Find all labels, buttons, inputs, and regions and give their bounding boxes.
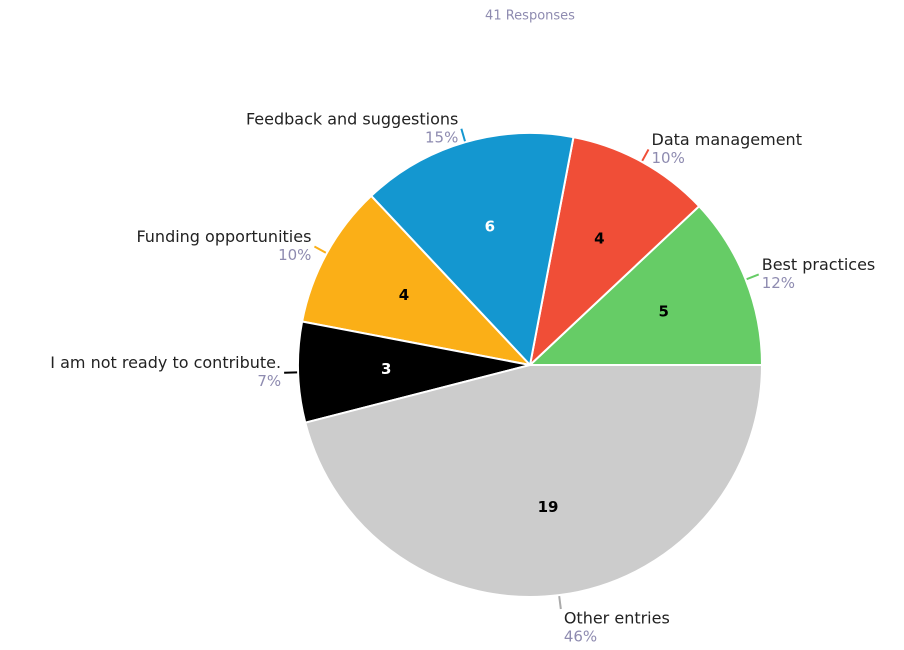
slice-count: 19	[538, 498, 559, 516]
slice-label: Other entries	[564, 609, 670, 628]
slice-label: Data management	[652, 130, 802, 149]
slice-label: Feedback and suggestions	[246, 109, 458, 128]
leader-line	[642, 149, 648, 160]
leader-line	[747, 274, 759, 279]
slice-percent: 46%	[564, 628, 597, 646]
slice-percent: 12%	[762, 274, 795, 292]
slice-label: Best practices	[762, 255, 876, 274]
slice-percent: 10%	[652, 149, 685, 167]
slice-count: 4	[399, 286, 409, 304]
slice-count: 6	[485, 217, 495, 235]
slice-label: I am not ready to contribute.	[50, 353, 281, 372]
slice-count: 5	[659, 303, 669, 321]
leader-line	[314, 246, 325, 252]
slice-count: 3	[381, 360, 391, 378]
chart-subtitle: 41 Responses	[485, 9, 575, 24]
slice-percent: 7%	[257, 372, 281, 390]
slice-percent: 10%	[278, 246, 311, 264]
slice-percent: 15%	[425, 128, 458, 146]
leader-line	[559, 596, 561, 609]
leader-line	[461, 129, 465, 141]
slice-label: Funding opportunities	[136, 227, 311, 246]
slice-count: 4	[594, 229, 604, 247]
